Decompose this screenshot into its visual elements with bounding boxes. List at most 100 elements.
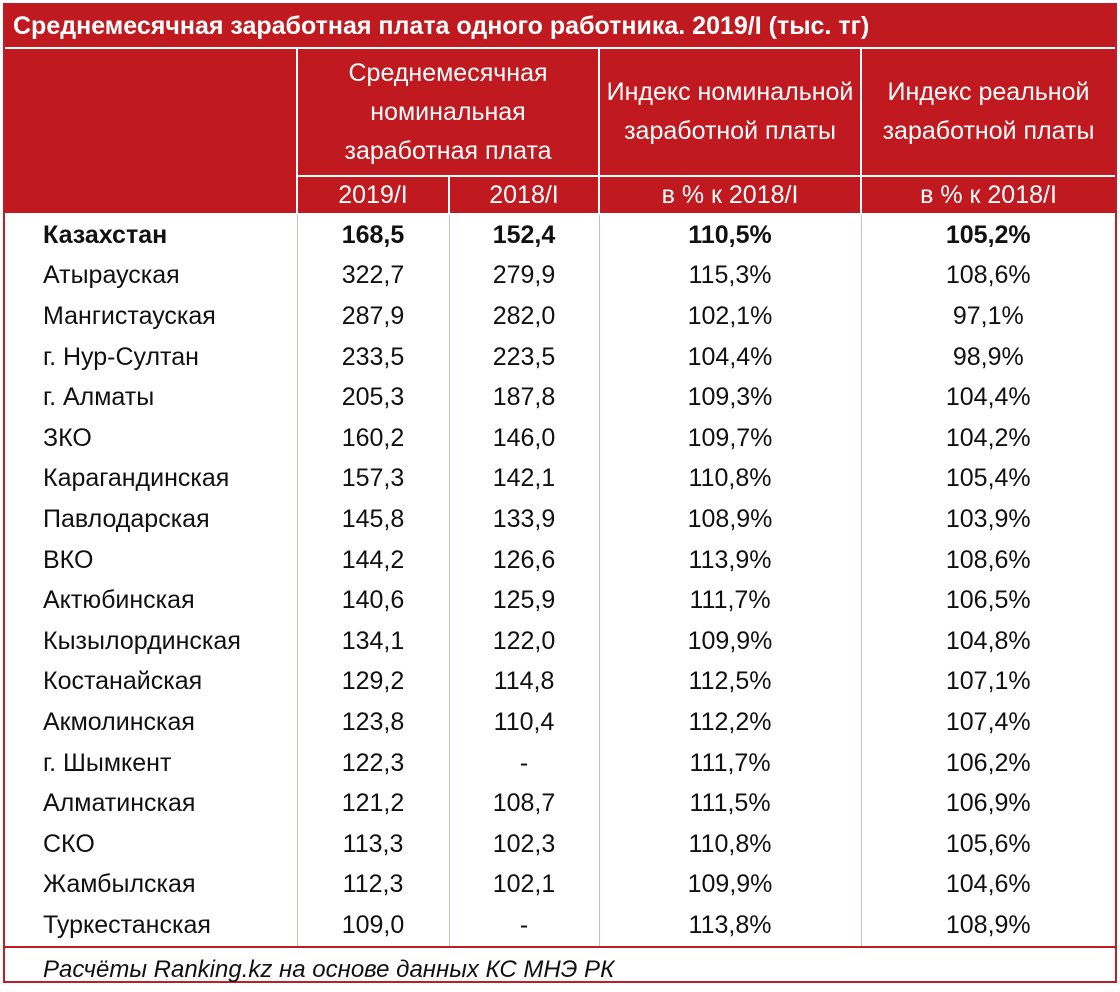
nominal-2018-cell: 133,9 <box>449 499 600 540</box>
nominal-2018-cell: 187,8 <box>449 377 600 418</box>
table-row: СКО 113,3 102,3 110,8% 105,6% <box>5 823 1115 865</box>
real-index-cell: 108,6% <box>945 545 1031 574</box>
table-row: г. Нур-Султан 233,5 223,5 104,4% 98,9% <box>5 336 1115 378</box>
nominal-2019-cell: 160,2 <box>297 417 450 459</box>
table-row: Акмолинская 123,8 110,4 112,2% 107,4% <box>5 702 1115 743</box>
real-index-cell: 108,6% <box>945 261 1031 290</box>
table-row: Павлодарская 145,8 133,9 108,9% 103,9% <box>5 499 1115 540</box>
nominal-2019-cell: 287,9 <box>297 296 450 337</box>
nominal-2019-cell: 322,7 <box>297 255 450 297</box>
nominal-2018-cell: 102,3 <box>449 823 600 865</box>
real-index-cell: 105,2% <box>945 220 1031 249</box>
real-index-cell: 104,8% <box>945 626 1031 655</box>
nominal-index-cell: 102,1% <box>599 296 862 337</box>
real-index-cell: 105,4% <box>945 464 1031 493</box>
real-index-cell: 108,9% <box>945 910 1031 939</box>
table-row: Атырауская 322,7 279,9 115,3% 108,6% <box>5 255 1115 297</box>
real-index-cell: 103,9% <box>945 504 1031 533</box>
region-cell: Акмолинская <box>5 702 298 743</box>
nominal-2019-cell: 168,5 <box>297 214 450 256</box>
nominal-2019-cell: 122,3 <box>297 742 450 784</box>
table-row: Кызылординская 134,1 122,0 109,9% 104,8% <box>5 620 1115 662</box>
nominal-2019-cell: 233,5 <box>297 336 450 378</box>
region-cell: г. Нур-Султан <box>5 336 298 378</box>
region-cell: Туркестанская <box>5 905 298 947</box>
region-cell: Костанайская <box>5 661 298 703</box>
nominal-2018-cell: 114,8 <box>449 661 600 703</box>
table-footnote: Расчёты Ranking.kz на основе данных КС М… <box>5 945 1116 992</box>
nominal-2019-cell: 134,1 <box>297 620 450 662</box>
nominal-index-cell: 112,2% <box>599 702 862 743</box>
nominal-2018-cell: 108,7 <box>449 783 600 824</box>
header-row-periods: 2019/I 2018/I в % к 2018/I в % к 2018/I <box>5 176 1116 215</box>
region-cell: ЗКО <box>5 417 298 459</box>
region-cell: г. Алматы <box>5 377 298 418</box>
table-row: Казахстан 168,5 152,4 110,5% 105,2% <box>5 214 1115 256</box>
table-row: г. Алматы 205,3 187,8 109,3% 104,4% <box>5 377 1115 418</box>
nominal-index-cell: 110,5% <box>599 214 862 256</box>
nominal-index-cell: 109,3% <box>599 377 862 418</box>
nominal-2018-cell: 125,9 <box>449 580 600 621</box>
header-region-blank <box>5 49 298 215</box>
nominal-index-cell: 111,5% <box>599 783 862 824</box>
nominal-2019-cell: 205,3 <box>297 377 450 418</box>
region-cell: Актюбинская <box>5 580 298 621</box>
nominal-2018-cell: 146,0 <box>449 417 600 459</box>
nominal-index-cell: 113,8% <box>599 905 862 947</box>
nominal-2019-cell: 129,2 <box>297 661 450 703</box>
region-cell: Павлодарская <box>5 499 298 540</box>
table-row: Мангистауская 287,9 282,0 102,1% 97,1% <box>5 296 1115 337</box>
nominal-2018-cell: 102,1 <box>449 864 600 906</box>
nominal-index-cell: 112,5% <box>599 661 862 703</box>
table-row: г. Шымкент 122,3-111,7% 106,2% <box>5 742 1115 784</box>
real-index-cell: 106,9% <box>945 789 1031 818</box>
nominal-2018-cell: 126,6 <box>449 539 600 581</box>
region-cell: Алматинская <box>5 783 298 824</box>
footer-row: Расчёты Ranking.kz на основе данных КС М… <box>5 945 1116 992</box>
header-row-groups: Среднемесячная номинальная заработная пл… <box>5 49 1116 215</box>
table-row: ЗКО 160,2 146,0 109,7% 104,2% <box>5 417 1115 459</box>
nominal-index-cell: 111,7% <box>599 580 862 621</box>
table-row: ВКО 144,2 126,6 113,9% 108,6% <box>5 539 1115 581</box>
real-index-cell: 97,1% <box>952 301 1024 330</box>
region-cell: Казахстан <box>5 214 298 256</box>
nominal-2018-cell: 142,1 <box>449 458 600 500</box>
nominal-2019-cell: 157,3 <box>297 458 450 500</box>
header-nominal-index: Индекс номинальной заработной платы <box>598 49 863 177</box>
nominal-index-cell: 110,8% <box>599 458 862 500</box>
table-row: Туркестанская 109,0-113,8% 108,9% <box>5 905 1115 947</box>
real-index-cell: 104,4% <box>945 383 1031 412</box>
nominal-2018-cell: 223,5 <box>449 336 600 378</box>
real-index-cell: 98,9% <box>952 342 1024 371</box>
subheader-nominal-pct: в % к 2018/I <box>598 176 863 215</box>
region-cell: Карагандинская <box>5 458 298 500</box>
region-cell: Кызылординская <box>5 620 298 662</box>
table-row: Костанайская 129,2 114,8 112,5% 107,1% <box>5 661 1115 703</box>
nominal-2018-cell: 110,4 <box>449 702 600 743</box>
nominal-2018-cell: 282,0 <box>449 296 600 337</box>
salary-table-figure: Среднемесячная заработная плата одного р… <box>3 3 1117 992</box>
nominal-index-cell: 108,9% <box>599 499 862 540</box>
real-index-cell: 107,4% <box>945 707 1031 736</box>
table-row: Актюбинская 140,6 125,9 111,7% 106,5% <box>5 580 1115 621</box>
subheader-2019: 2019/I <box>297 176 450 215</box>
nominal-index-cell: 115,3% <box>599 255 862 297</box>
nominal-2019-cell: 140,6 <box>297 580 450 621</box>
real-index-cell: 106,5% <box>945 586 1031 615</box>
region-cell: ВКО <box>5 539 298 581</box>
real-index-cell: 104,6% <box>945 870 1031 899</box>
nominal-2019-cell: 121,2 <box>297 783 450 824</box>
nominal-2019-cell: 145,8 <box>297 499 450 540</box>
real-index-cell: 106,2% <box>945 748 1031 777</box>
nominal-2018-cell: 152,4 <box>449 214 600 256</box>
nominal-2018-cell: - <box>449 905 600 947</box>
subheader-2018: 2018/I <box>447 176 601 215</box>
region-cell: СКО <box>5 823 298 865</box>
nominal-index-cell: 104,4% <box>599 336 862 378</box>
nominal-index-cell: 109,7% <box>599 417 862 459</box>
region-cell: Атырауская <box>5 255 298 297</box>
region-cell: Жамбылская <box>5 864 298 906</box>
header-nominal-salary: Среднемесячная номинальная заработная пл… <box>295 49 601 177</box>
nominal-2019-cell: 113,3 <box>297 823 450 865</box>
nominal-2019-cell: 112,3 <box>297 864 450 906</box>
